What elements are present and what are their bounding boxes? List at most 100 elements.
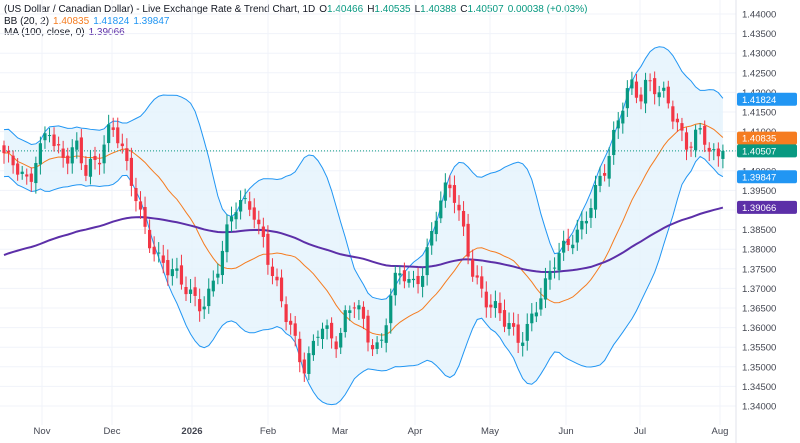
candle-body: [143, 206, 147, 227]
candle-body: [625, 88, 629, 109]
candle-body: [671, 106, 675, 122]
candle-body: [475, 275, 479, 278]
candle-body: [530, 313, 534, 324]
candle-body: [266, 233, 270, 265]
time-axis: Nov Dec 2026 Feb Mar Apr May Jun Jul Aug: [34, 426, 729, 437]
candle-body: [389, 295, 393, 324]
y-tick-label: 1.42500: [742, 68, 776, 79]
candle-body: [521, 342, 525, 346]
candle-body: [493, 301, 497, 309]
bb-basis-value: 1.40835: [53, 15, 90, 27]
candle-body: [279, 277, 284, 302]
candle-body: [2, 145, 6, 154]
ma-line: [3, 206, 724, 273]
candle-body: [70, 147, 74, 164]
candle-body: [484, 291, 488, 308]
candle-body: [134, 188, 138, 202]
candle-body: [225, 224, 229, 253]
candle-body: [375, 342, 379, 349]
candle-body: [334, 341, 338, 350]
candle-body: [34, 163, 38, 184]
candle-body: [61, 148, 65, 158]
y-tick-label: 1.41500: [742, 108, 776, 119]
x-tick-label: May: [481, 426, 499, 437]
bollinger-fill: [4, 46, 723, 405]
y-tick-label: 1.39500: [742, 186, 776, 197]
candle-body: [684, 132, 689, 150]
bb-upper-badge: [737, 92, 797, 106]
candle-body: [243, 198, 247, 200]
candle-body: [675, 118, 679, 123]
legend-price-row: (US Dollar / Canadian Dollar) - Live Exc…: [4, 4, 591, 16]
close-value: 1.40507: [467, 4, 504, 15]
high-value: 1.40535: [374, 4, 411, 15]
candle-body: [170, 269, 174, 277]
candle-body: [516, 324, 520, 343]
candle-body: [43, 133, 47, 141]
candle-body: [694, 129, 698, 151]
candle-body: [47, 135, 52, 137]
candle-body: [707, 147, 711, 152]
y-tick-label: 1.35000: [742, 362, 776, 373]
legend-ma-row: MA (100, close, 0) 1.39066: [4, 27, 591, 39]
low-value: 1.40388: [420, 4, 457, 15]
candle-body: [680, 123, 684, 131]
candle-body: [234, 212, 238, 220]
y-tick-label: 1.38500: [742, 225, 776, 236]
candle-body: [293, 323, 297, 336]
candle-body: [161, 255, 165, 263]
candle-body: [643, 79, 648, 104]
y-tick-label: 1.37000: [742, 284, 776, 295]
candle-body: [116, 127, 120, 144]
candle-body: [125, 148, 129, 162]
candle-body: [662, 87, 666, 91]
x-tick-label: Dec: [104, 426, 121, 437]
x-tick-label: Mar: [332, 426, 348, 437]
candle-body: [716, 148, 720, 157]
candle-body: [603, 173, 607, 176]
candle-body: [430, 230, 434, 246]
candle-body: [20, 171, 24, 174]
indicator-lines: [0, 46, 736, 406]
candle-body: [284, 304, 288, 323]
candle-body: [480, 276, 484, 289]
candle-body: [393, 272, 397, 296]
candle-body: [698, 128, 702, 130]
bb-lower-badge-label: 1.39847: [742, 172, 776, 183]
candle-body: [339, 332, 343, 348]
candles: [2, 71, 725, 382]
bb-lower-value: 1.39847: [133, 15, 170, 27]
candle-body: [571, 244, 575, 249]
x-tick-label: Jun: [558, 426, 573, 437]
candle-body: [621, 110, 625, 124]
candle-body: [229, 216, 234, 222]
candle-body: [448, 184, 452, 189]
candle-body: [202, 306, 206, 310]
candle-body: [380, 339, 384, 341]
candle-body: [616, 120, 620, 129]
x-tick-label: Apr: [408, 426, 423, 437]
bb-area: [4, 46, 723, 405]
ma-badge: [737, 200, 797, 214]
candle-body: [366, 315, 370, 343]
candle-body: [257, 219, 261, 225]
candle-body: [411, 278, 416, 281]
last-close-badge: [737, 144, 797, 158]
symbol-title: (US Dollar / Canadian Dollar) - Live Exc…: [4, 4, 316, 15]
candle-body: [666, 86, 670, 104]
candle-body: [548, 270, 552, 280]
candle-body: [270, 266, 275, 277]
candle-body: [129, 157, 133, 186]
candle-body: [703, 125, 707, 145]
candle-body: [107, 124, 111, 144]
candle-body: [84, 164, 88, 176]
x-tick-label: Jul: [634, 426, 646, 437]
candle-body: [439, 200, 443, 219]
candle-body: [607, 156, 611, 179]
candle-body: [557, 253, 561, 271]
candle-body: [248, 201, 252, 210]
candle-body: [261, 226, 265, 237]
candle-body: [11, 155, 15, 166]
